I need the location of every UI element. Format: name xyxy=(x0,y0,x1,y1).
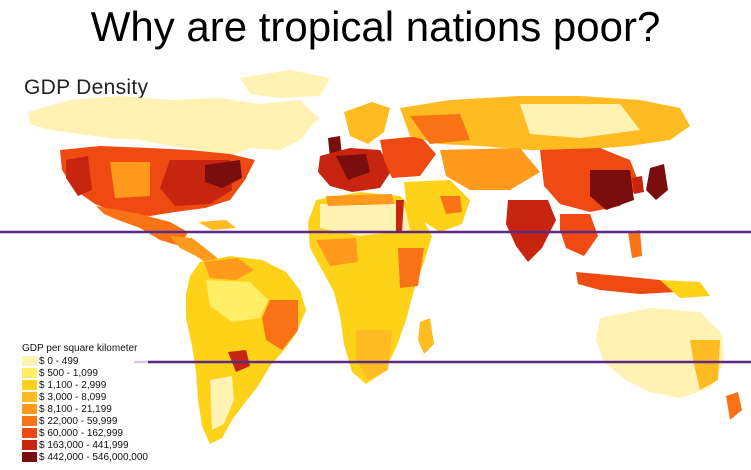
map-title: GDP Density xyxy=(24,76,149,99)
legend-label: $ 8,100 - 21,199 xyxy=(39,403,112,415)
argentina-south xyxy=(210,376,234,430)
australia-east xyxy=(690,340,720,390)
legend-item: $ 60,000 - 162,999 xyxy=(22,427,148,439)
nile xyxy=(396,200,404,232)
colombia-venezuela xyxy=(204,258,254,280)
east-africa xyxy=(398,248,424,288)
legend-label: $ 163,000 - 441,999 xyxy=(39,439,129,451)
europe-core xyxy=(336,154,370,180)
legend-item: $ 0 - 499 xyxy=(22,355,148,367)
new-guinea xyxy=(660,280,710,298)
brazil-coast xyxy=(262,300,298,350)
amazon xyxy=(206,280,268,322)
africa xyxy=(308,192,434,384)
indonesia xyxy=(576,272,676,294)
legend-label: $ 500 - 1,099 xyxy=(39,367,98,379)
usa-west-coast xyxy=(66,156,92,196)
legend-swatch xyxy=(22,368,37,378)
legend-swatch xyxy=(22,440,37,450)
asia xyxy=(400,96,690,262)
japan xyxy=(646,164,668,200)
legend-swatch xyxy=(22,392,37,402)
central-america xyxy=(170,236,222,268)
siberia xyxy=(520,104,640,138)
europe xyxy=(318,102,436,192)
sahara xyxy=(320,204,410,236)
mexico xyxy=(96,206,188,246)
legend-swatch xyxy=(22,356,37,366)
korea xyxy=(632,176,644,194)
oceania xyxy=(576,230,742,420)
eastern-europe xyxy=(380,136,436,178)
scandinavia xyxy=(344,102,390,144)
cuba xyxy=(198,220,236,230)
greenland xyxy=(262,104,320,136)
philippines xyxy=(628,230,642,258)
south-america xyxy=(186,256,306,444)
legend-swatch xyxy=(22,428,37,438)
usa-northeast xyxy=(205,160,242,188)
north-america xyxy=(28,70,330,268)
legend-item: $ 22,000 - 59,999 xyxy=(22,415,148,427)
legend-item: $ 8,100 - 21,199 xyxy=(22,403,148,415)
legend-item: $ 1,100 - 2,999 xyxy=(22,379,148,391)
legend-swatch xyxy=(22,404,37,414)
legend-swatch xyxy=(22,416,37,426)
east-china xyxy=(590,170,634,210)
legend-title: GDP per square kilometer xyxy=(22,343,138,354)
legend-label: $ 442,000 - 546,000,000 xyxy=(39,451,148,463)
legend-label: $ 22,000 - 59,999 xyxy=(39,415,118,427)
west-africa xyxy=(316,238,358,266)
central-asia xyxy=(440,148,540,190)
southeast-asia xyxy=(560,214,598,256)
russia-west xyxy=(410,114,470,144)
legend-swatch xyxy=(22,380,37,390)
legend-label: $ 0 - 499 xyxy=(39,355,79,367)
legend-item: $ 163,000 - 441,999 xyxy=(22,439,148,451)
legend-label: $ 1,100 - 2,999 xyxy=(39,379,107,391)
north-africa-coast xyxy=(326,194,394,206)
canada-alaska xyxy=(28,96,318,156)
legend-item: $ 500 - 1,099 xyxy=(22,367,148,379)
arctic-islands xyxy=(240,70,330,98)
usa-plains xyxy=(110,162,150,198)
legend-item: $ 3,000 - 8,099 xyxy=(22,391,148,403)
map-legend: GDP per square kilometer $ 0 - 499 $ 500… xyxy=(22,343,148,463)
legend-swatch xyxy=(22,452,37,462)
new-zealand xyxy=(726,392,742,420)
arabia-gulf xyxy=(440,196,462,214)
madagascar xyxy=(418,318,434,354)
legend-label: $ 60,000 - 162,999 xyxy=(39,427,123,439)
legend-label: $ 3,000 - 8,099 xyxy=(39,391,107,403)
legend-item: $ 442,000 - 546,000,000 xyxy=(22,451,148,463)
slide-title: Why are tropical nations poor? xyxy=(90,3,661,50)
australia xyxy=(596,308,724,398)
southern-africa xyxy=(356,330,392,380)
